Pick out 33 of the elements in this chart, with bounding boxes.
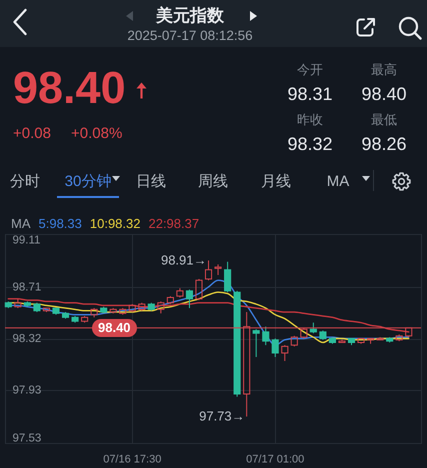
annotation: 98.91→ bbox=[160, 252, 207, 268]
text: 98.32 bbox=[287, 134, 333, 154]
text: +0.08 bbox=[13, 125, 51, 142]
chart-subtitle: 2025-07-17 08:12:56 bbox=[127, 28, 253, 43]
legend-title: MA bbox=[11, 216, 30, 231]
text: 98.31 bbox=[287, 84, 333, 104]
text: 98.26 bbox=[361, 134, 407, 154]
text: MA bbox=[326, 173, 350, 190]
text: 昨收 bbox=[297, 112, 323, 127]
y-tick-label: 99.11 bbox=[12, 234, 40, 246]
text: 今开 bbox=[297, 62, 323, 77]
text: 月线 bbox=[261, 173, 291, 190]
text: +0.08% bbox=[71, 125, 122, 142]
y-tick-label: 98.71 bbox=[12, 281, 42, 294]
annotation: 97.73→ bbox=[199, 408, 245, 424]
text: 30分钟 bbox=[64, 173, 112, 190]
y-tick-label: 97.93 bbox=[12, 384, 42, 397]
ref-line-label: 98.40 bbox=[92, 318, 137, 337]
text: 98.40 bbox=[361, 84, 407, 104]
text: 日线 bbox=[136, 173, 166, 190]
chart-title: 美元指数 bbox=[156, 6, 224, 25]
text: 分时 bbox=[10, 173, 40, 190]
text: 最低 bbox=[371, 112, 397, 127]
x-tick-label: 07/17 01:00 bbox=[246, 454, 304, 466]
text: 周线 bbox=[198, 173, 228, 190]
text: 5:98.33 bbox=[38, 216, 82, 231]
x-tick-label: 07/16 17:30 bbox=[103, 454, 162, 466]
y-tick-label: 98.32 bbox=[12, 333, 42, 345]
y-tick-label: 97.53 bbox=[12, 432, 42, 444]
text: 最高 bbox=[371, 62, 397, 77]
text: 98.40 bbox=[13, 62, 126, 113]
text: 10:98.32 bbox=[90, 216, 140, 231]
text: 22:98.37 bbox=[148, 216, 200, 231]
